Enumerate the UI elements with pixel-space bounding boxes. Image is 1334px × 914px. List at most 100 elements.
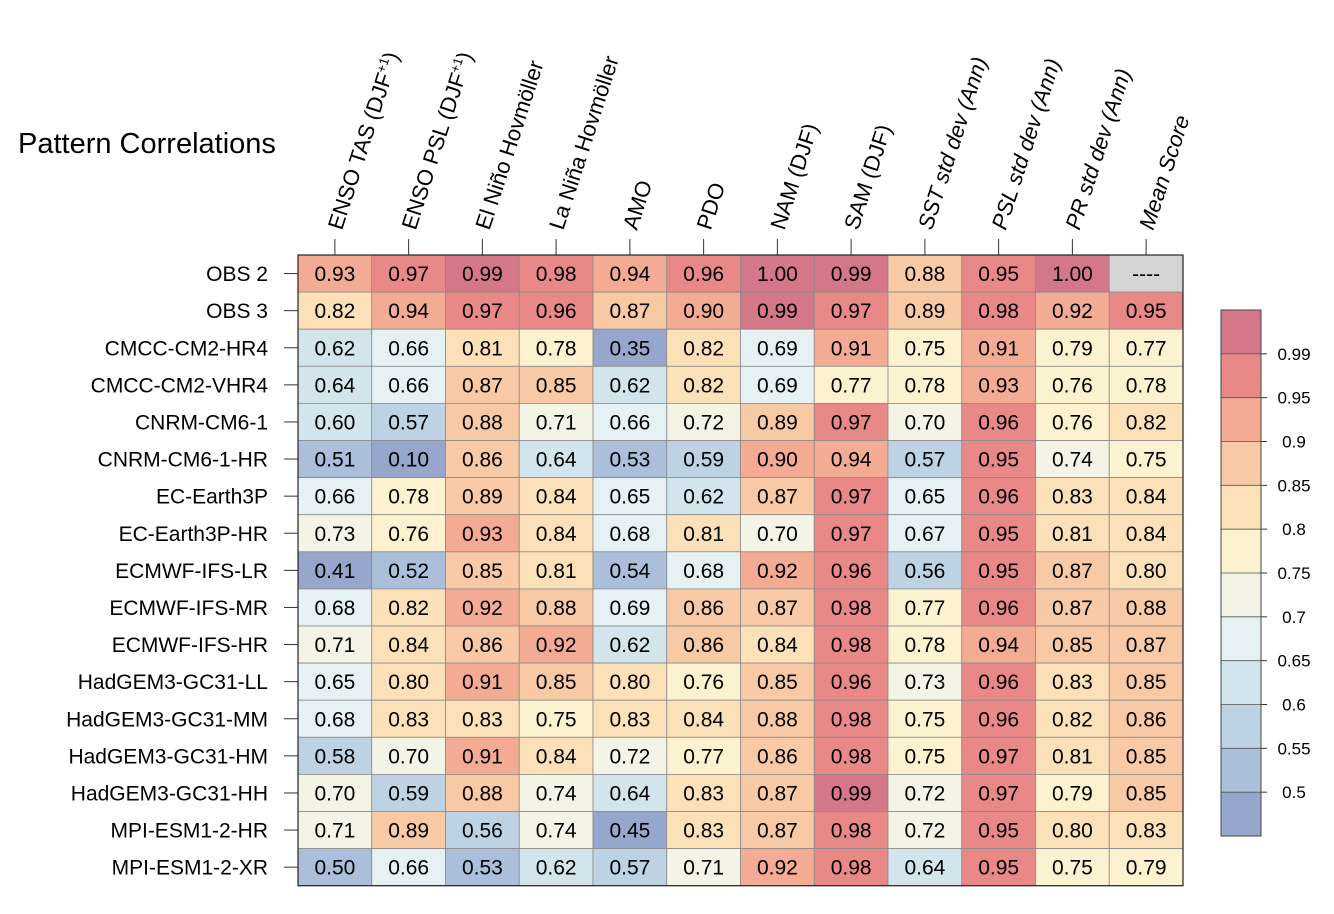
cell-value-label: 0.84 [757,634,798,657]
cell-value-label: 0.96 [536,300,577,323]
cell-value-label: 0.78 [1126,374,1167,397]
heatmap-cell [592,848,668,887]
cell-value-label: 0.91 [462,671,503,694]
heatmap-cell [961,736,1036,775]
heatmap-cell [961,365,1036,404]
heatmap-cell [666,736,741,775]
cell-value-label: 0.85 [462,560,503,583]
heatmap-cell [1035,848,1110,887]
cell-value-label: 0.97 [831,486,872,509]
cell-value-label: 0.89 [388,820,429,843]
cell-value-label: 0.96 [978,708,1019,731]
column-label: NAM (DJF) [765,120,823,232]
cell-value-label: 0.66 [609,411,650,434]
heatmap-cell [887,514,963,553]
cell-value-label: 0.96 [978,671,1019,694]
cell-value-label: 0.97 [831,523,872,546]
heatmap-cell [445,811,520,849]
heatmap-cell [518,514,594,553]
heatmap-cell [666,551,741,590]
heatmap-cell [592,328,668,367]
heatmap-cell [887,811,963,849]
heatmap-cell [592,291,668,330]
cell-value-label: 0.84 [388,634,429,657]
cell-value-label: 0.97 [978,745,1019,768]
heatmap-cell [1035,774,1110,812]
cell-value-label: 0.69 [757,337,798,360]
heatmap-cell [813,699,889,738]
cell-value-label: 0.97 [831,411,872,434]
heatmap-cell [666,402,741,441]
heatmap-cell [518,848,594,887]
column-label: SAM (DJF) [839,121,896,232]
cell-value-label: 0.96 [831,671,872,694]
cell-value-label: 0.93 [462,523,503,546]
cell-value-label: 0.53 [609,449,650,472]
cell-value-label: 0.64 [904,857,945,880]
cell-value-label: 0.85 [1052,634,1093,657]
cell-value-label: 0.94 [978,634,1019,657]
cell-value-label: 0.81 [462,337,503,360]
heatmap-cell [445,365,520,404]
cell-value-label: 0.99 [757,300,798,323]
heatmap-cell [813,625,889,664]
heatmap-cell [961,625,1036,664]
cell-value-label: 0.79 [1126,857,1167,880]
cell-value-label: 0.75 [904,745,945,768]
cell-value-label: 0.98 [831,745,872,768]
heatmap-cell [1108,440,1184,478]
cell-value-label: 0.84 [1126,486,1167,509]
column-label: PSL std dev (Ann) [987,55,1066,232]
colorbar: 0.99 0.95 0.9 0.85 0.8 0.75 0.7 0.65 0.6 0.55 0.5 [1220,309,1311,837]
cell-value-label: 0.99 [831,263,872,286]
heatmap-cell [518,291,594,330]
heatmap-cell [1035,402,1110,441]
column-ticks [334,239,1147,255]
column-label: ENSO TAS (DJF+1) [323,49,404,233]
cell-value-label: 0.90 [683,300,724,323]
heatmap-cell [813,588,889,627]
cell-value-label: 0.72 [904,820,945,843]
cell-value-label: 0.91 [978,337,1019,360]
heatmap-cell [297,625,373,664]
cell-value-label: 0.89 [757,411,798,434]
heatmap-cell [887,328,963,367]
cell-value-label: 0.83 [683,782,724,805]
cell-value-label: 0.53 [462,857,503,880]
cell-value-label: 0.82 [683,374,724,397]
heatmap-cell [887,699,963,738]
cell-value-label: 0.84 [683,708,724,731]
heatmap-cell [813,774,889,812]
heatmap-cell [445,848,520,887]
cell-value-label: 0.83 [609,708,650,731]
heatmap-cell [666,514,741,553]
cell-value-label: 0.92 [757,857,798,880]
cell-value-label: 0.91 [831,337,872,360]
cell-value-label: 0.82 [683,337,724,360]
cell-value-label: 0.56 [904,560,945,583]
cell-value-label: 0.80 [388,671,429,694]
heatmap-cell [371,477,446,516]
heatmap-cell [666,662,741,701]
cell-value-label: 0.87 [1126,634,1167,657]
heatmap-cell [371,514,446,553]
cell-value-label: 0.94 [831,449,872,472]
heatmap-cell [1035,699,1110,738]
heatmap-cell [518,365,594,404]
heatmap-cell [1035,440,1110,478]
heatmap-cell [813,254,889,293]
cell-value-label: 0.87 [1052,597,1093,620]
colorbar-label: 0.75 [1277,564,1310,583]
heatmap-cell [1108,477,1184,516]
heatmap-cell [1108,254,1184,293]
heatmap-cell [813,514,889,553]
row-label: OBS 2 [206,263,268,286]
cell-value-label: 0.86 [462,634,503,657]
heatmap-cell [740,477,815,516]
heatmap-cell [887,774,963,812]
heatmap-cell [961,254,1036,293]
cell-value-label: 0.65 [609,486,650,509]
heatmap-cell [445,514,520,553]
cell-value-label: 0.54 [609,560,650,583]
